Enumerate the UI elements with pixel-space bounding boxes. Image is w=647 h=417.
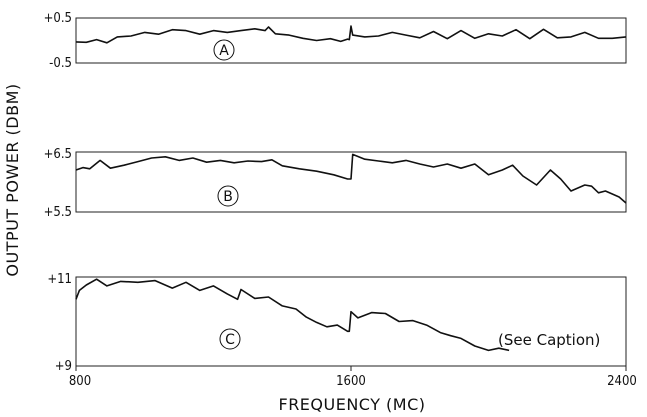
panel-b-ytick-bottom: +5.5 — [44, 205, 72, 220]
panel-a-label-circle — [213, 39, 235, 61]
caption-note: (See Caption) — [498, 331, 600, 349]
panel-b: +6.5 +5.5 B — [44, 147, 627, 220]
panel-a-ytick-bottom: -0.5 — [49, 56, 72, 71]
panel-c-ytick-top: +11 — [47, 272, 72, 287]
x-ticks: 800 1600 2400 — [69, 366, 637, 389]
panel-c-label: C — [225, 332, 235, 348]
panel-a-label: A — [219, 43, 229, 59]
panel-a: +0.5 -0.5 A — [44, 11, 627, 71]
panel-b-ytick-top: +6.5 — [44, 147, 72, 162]
panel-c-frame — [75, 276, 627, 367]
panel-a-ytick-top: +0.5 — [44, 11, 72, 26]
panel-c: +11 +9 C (See Caption) — [47, 272, 627, 374]
panel-a-trace — [75, 25, 627, 44]
panel-c-ytick-bottom: +9 — [55, 359, 72, 374]
panel-b-frame — [75, 151, 627, 213]
panel-c-label-circle — [219, 328, 241, 350]
x-axis-label: FREQUENCY (MC) — [278, 395, 425, 414]
panel-b-trace — [75, 153, 627, 204]
x-tick-2400: 2400 — [607, 374, 637, 389]
panel-c-trace — [75, 278, 510, 352]
panel-a-frame — [75, 17, 627, 64]
x-tick-800: 800 — [69, 374, 91, 389]
panel-b-label-circle — [217, 185, 239, 207]
x-tick-1600: 1600 — [336, 374, 366, 389]
panel-b-label: B — [223, 189, 233, 205]
y-axis-label: OUTPUT POWER (DBM) — [3, 83, 22, 276]
